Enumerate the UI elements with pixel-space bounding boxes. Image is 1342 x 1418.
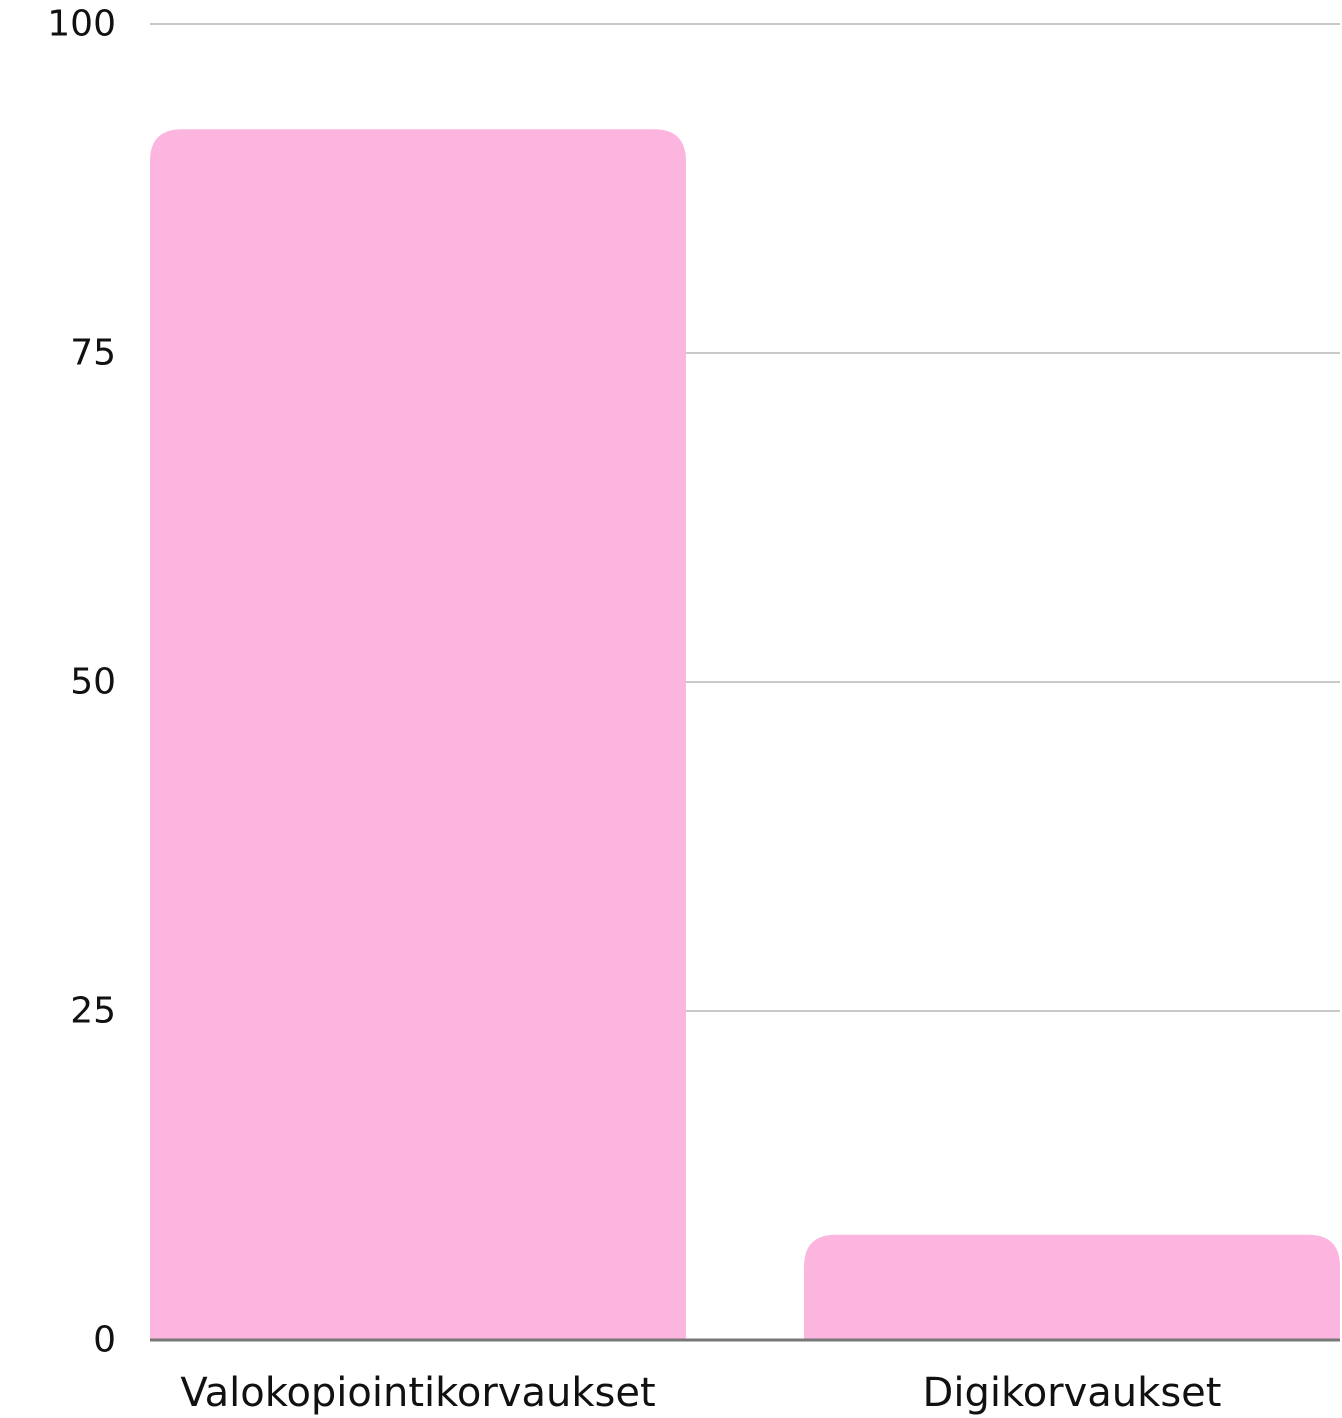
bars <box>150 129 1340 1340</box>
y-axis-tick-labels: 0 25 50 75 100 <box>47 4 116 1361</box>
y-tick-label: 100 <box>47 4 116 45</box>
x-category-label: Digikorvaukset <box>923 1370 1222 1416</box>
x-category-label: Valokopiointikorvaukset <box>180 1370 655 1416</box>
x-axis-category-labels: Valokopiointikorvaukset Digikorvaukset <box>180 1370 1221 1416</box>
bar-digikorvaukset <box>804 1234 1340 1340</box>
y-tick-label: 25 <box>70 991 116 1032</box>
bar-valokopiointikorvaukset <box>150 129 686 1340</box>
y-tick-label: 75 <box>70 333 116 374</box>
y-tick-label: 50 <box>70 662 116 703</box>
y-tick-label: 0 <box>93 1320 116 1361</box>
